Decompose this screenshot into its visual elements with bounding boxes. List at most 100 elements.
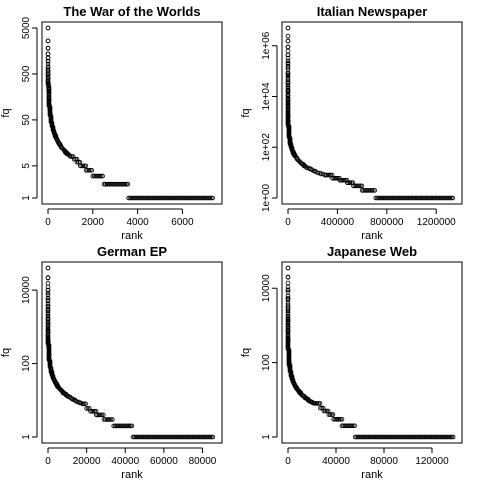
data-point	[356, 183, 362, 189]
data-point	[83, 168, 89, 173]
data-point	[192, 195, 197, 201]
plot-frame	[41, 21, 223, 205]
data-point	[46, 339, 51, 344]
data-point	[114, 181, 119, 187]
data-point	[446, 195, 451, 201]
data-point	[390, 434, 396, 440]
data-point	[126, 195, 131, 201]
x-tick-label: 4000	[126, 217, 149, 228]
chart-panel-4: Japanese Web 0 40000 80000 120000 rank 1 100 100…	[240, 244, 463, 480]
data-point	[365, 434, 371, 440]
data-point	[199, 195, 204, 201]
data-point	[285, 38, 291, 44]
data-point	[45, 329, 51, 335]
data-point	[74, 399, 80, 405]
data-point	[45, 319, 51, 325]
data-point	[68, 154, 73, 159]
data-point	[80, 401, 86, 407]
data-point	[100, 173, 105, 179]
y-tick-label: 50	[21, 114, 32, 126]
data-point	[108, 417, 114, 422]
data-point	[285, 337, 291, 343]
x-tick-label: 0	[45, 217, 51, 228]
data-point	[384, 195, 390, 201]
data-point	[95, 412, 100, 418]
data-point	[398, 195, 404, 201]
data-point	[99, 412, 105, 418]
data-point	[47, 111, 53, 116]
data-point	[449, 434, 455, 440]
data-point	[45, 38, 51, 44]
data-point	[110, 417, 115, 422]
data-point	[442, 434, 448, 440]
data-point	[160, 434, 165, 440]
data-point	[376, 434, 382, 440]
data-point	[45, 308, 51, 314]
data-point	[122, 181, 128, 187]
data-point	[439, 434, 445, 440]
data-point	[188, 434, 193, 440]
data-point	[368, 188, 373, 193]
data-point	[441, 434, 446, 440]
data-point	[420, 434, 425, 440]
data-point	[288, 368, 293, 374]
data-point	[181, 434, 186, 440]
data-point	[428, 434, 434, 440]
data-point	[425, 195, 430, 201]
y-tick-label: 100	[21, 355, 32, 372]
data-point	[450, 195, 456, 201]
data-point	[105, 417, 111, 422]
data-point	[48, 367, 54, 372]
data-point	[45, 59, 51, 64]
data-point	[341, 178, 347, 183]
data-point	[369, 434, 375, 440]
x-tick-label: 1200000	[417, 217, 456, 228]
x-axis-label: rank	[121, 230, 143, 242]
data-point	[397, 195, 402, 201]
data-point	[80, 163, 86, 169]
data-point	[352, 423, 357, 429]
data-point	[338, 178, 344, 183]
y-axis-label: fq	[240, 108, 252, 117]
data-point	[285, 114, 291, 119]
data-point	[406, 195, 412, 201]
data-point	[371, 434, 376, 440]
data-point	[335, 416, 341, 422]
data-point	[202, 434, 207, 440]
data-point	[288, 143, 294, 149]
data-point	[348, 423, 353, 429]
data-point	[318, 171, 324, 177]
data-point	[45, 290, 51, 296]
data-point	[118, 423, 123, 429]
data-point	[119, 181, 125, 187]
data-point	[312, 401, 317, 406]
data-point	[101, 412, 106, 418]
data-point	[332, 416, 338, 422]
data-point	[286, 346, 291, 352]
data-point	[289, 374, 294, 379]
chart-title: Japanese Web	[327, 244, 417, 259]
data-point	[397, 434, 403, 440]
x-tick-label: 60000	[150, 456, 178, 467]
data-point	[46, 351, 52, 357]
x-tick-label: 800000	[370, 217, 404, 228]
data-point	[45, 288, 51, 293]
data-point	[336, 416, 342, 422]
data-point	[112, 181, 118, 187]
data-point	[112, 423, 118, 429]
data-point	[321, 408, 327, 414]
data-point	[286, 130, 292, 136]
data-point	[107, 417, 112, 422]
data-point	[98, 173, 104, 179]
data-point	[315, 170, 321, 176]
data-point	[318, 405, 323, 411]
data-point	[89, 168, 94, 173]
data-point	[46, 88, 51, 94]
data-point	[132, 434, 137, 440]
data-point	[83, 401, 88, 407]
data-point	[285, 77, 291, 83]
data-point	[331, 176, 337, 181]
data-point	[47, 361, 53, 367]
data-point	[440, 195, 446, 201]
data-point	[361, 188, 366, 193]
